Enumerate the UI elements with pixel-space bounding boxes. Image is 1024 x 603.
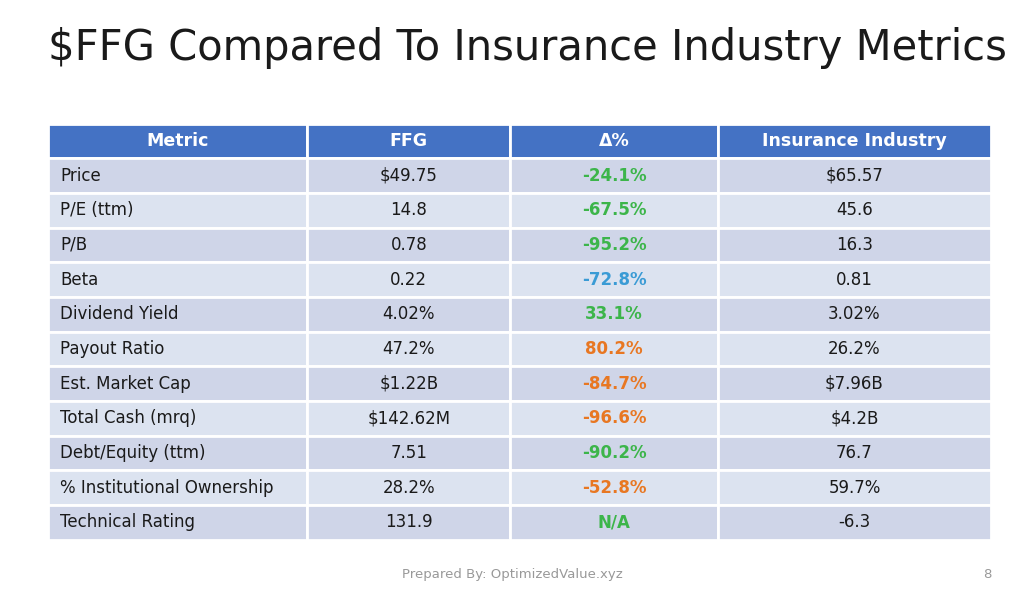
Bar bbox=[307, 401, 510, 435]
Bar bbox=[307, 470, 510, 505]
Text: 7.51: 7.51 bbox=[390, 444, 427, 462]
Text: Δ%: Δ% bbox=[599, 132, 630, 150]
Text: Prepared By: OptimizedValue.xyz: Prepared By: OptimizedValue.xyz bbox=[401, 567, 623, 581]
Text: 59.7%: 59.7% bbox=[828, 479, 881, 497]
Bar bbox=[307, 193, 510, 227]
Text: P/E (ttm): P/E (ttm) bbox=[60, 201, 134, 219]
Text: 33.1%: 33.1% bbox=[585, 305, 643, 323]
Bar bbox=[48, 401, 307, 435]
Bar bbox=[718, 366, 991, 401]
Bar bbox=[510, 366, 718, 401]
Text: -6.3: -6.3 bbox=[839, 513, 870, 531]
Bar bbox=[510, 470, 718, 505]
Bar bbox=[510, 297, 718, 332]
Bar bbox=[48, 262, 307, 297]
Text: $65.57: $65.57 bbox=[825, 166, 884, 185]
Bar bbox=[718, 332, 991, 366]
Bar bbox=[510, 193, 718, 227]
Bar bbox=[307, 124, 510, 158]
Text: 80.2%: 80.2% bbox=[585, 340, 643, 358]
Text: 8: 8 bbox=[983, 567, 991, 581]
Bar bbox=[718, 470, 991, 505]
Bar bbox=[48, 505, 307, 540]
Bar bbox=[718, 227, 991, 262]
Bar bbox=[307, 366, 510, 401]
Text: 3.02%: 3.02% bbox=[828, 305, 881, 323]
Text: Technical Rating: Technical Rating bbox=[60, 513, 196, 531]
Text: 0.78: 0.78 bbox=[390, 236, 427, 254]
Bar bbox=[307, 332, 510, 366]
Text: 14.8: 14.8 bbox=[390, 201, 427, 219]
Text: -52.8%: -52.8% bbox=[582, 479, 646, 497]
Text: Payout Ratio: Payout Ratio bbox=[60, 340, 165, 358]
Text: 4.02%: 4.02% bbox=[383, 305, 435, 323]
Bar bbox=[510, 332, 718, 366]
Bar bbox=[307, 158, 510, 193]
Text: Debt/Equity (ttm): Debt/Equity (ttm) bbox=[60, 444, 206, 462]
Bar bbox=[718, 401, 991, 435]
Text: 0.81: 0.81 bbox=[836, 271, 872, 289]
Text: Est. Market Cap: Est. Market Cap bbox=[60, 374, 191, 393]
Bar bbox=[48, 366, 307, 401]
Text: P/B: P/B bbox=[60, 236, 87, 254]
Text: 45.6: 45.6 bbox=[837, 201, 872, 219]
Text: $1.22B: $1.22B bbox=[379, 374, 438, 393]
Text: 131.9: 131.9 bbox=[385, 513, 433, 531]
Bar bbox=[48, 332, 307, 366]
Bar bbox=[48, 297, 307, 332]
Text: -24.1%: -24.1% bbox=[582, 166, 646, 185]
Text: 28.2%: 28.2% bbox=[383, 479, 435, 497]
Bar bbox=[307, 505, 510, 540]
Bar bbox=[48, 193, 307, 227]
Text: 16.3: 16.3 bbox=[836, 236, 873, 254]
Bar bbox=[307, 297, 510, 332]
Bar bbox=[718, 435, 991, 470]
Text: N/A: N/A bbox=[598, 513, 631, 531]
Bar bbox=[510, 262, 718, 297]
Bar bbox=[718, 505, 991, 540]
Bar bbox=[510, 435, 718, 470]
Bar bbox=[48, 124, 307, 158]
Text: Price: Price bbox=[60, 166, 101, 185]
Text: $7.96B: $7.96B bbox=[825, 374, 884, 393]
Text: $FFG Compared To Insurance Industry Metrics: $FFG Compared To Insurance Industry Metr… bbox=[48, 27, 1007, 69]
Bar bbox=[48, 470, 307, 505]
Bar bbox=[510, 124, 718, 158]
Text: 47.2%: 47.2% bbox=[383, 340, 435, 358]
Text: Beta: Beta bbox=[60, 271, 98, 289]
Bar bbox=[718, 262, 991, 297]
Bar bbox=[48, 435, 307, 470]
Text: $49.75: $49.75 bbox=[380, 166, 438, 185]
Bar bbox=[718, 193, 991, 227]
Bar bbox=[307, 262, 510, 297]
Text: Metric: Metric bbox=[146, 132, 209, 150]
Bar bbox=[510, 227, 718, 262]
Bar bbox=[510, 401, 718, 435]
Bar bbox=[48, 158, 307, 193]
Text: -95.2%: -95.2% bbox=[582, 236, 646, 254]
Text: -72.8%: -72.8% bbox=[582, 271, 646, 289]
Bar bbox=[718, 158, 991, 193]
Text: $4.2B: $4.2B bbox=[830, 409, 879, 428]
Bar bbox=[510, 158, 718, 193]
Text: 76.7: 76.7 bbox=[837, 444, 872, 462]
Text: Dividend Yield: Dividend Yield bbox=[60, 305, 179, 323]
Bar bbox=[718, 124, 991, 158]
Text: $142.62M: $142.62M bbox=[368, 409, 451, 428]
Bar bbox=[307, 435, 510, 470]
Text: -90.2%: -90.2% bbox=[582, 444, 646, 462]
Bar bbox=[307, 227, 510, 262]
Text: % Institutional Ownership: % Institutional Ownership bbox=[60, 479, 273, 497]
Bar bbox=[510, 505, 718, 540]
Text: -96.6%: -96.6% bbox=[582, 409, 646, 428]
Text: Total Cash (mrq): Total Cash (mrq) bbox=[60, 409, 197, 428]
Bar bbox=[48, 227, 307, 262]
Bar bbox=[718, 297, 991, 332]
Text: -67.5%: -67.5% bbox=[582, 201, 646, 219]
Text: Insurance Industry: Insurance Industry bbox=[762, 132, 947, 150]
Text: FFG: FFG bbox=[390, 132, 428, 150]
Text: 26.2%: 26.2% bbox=[828, 340, 881, 358]
Text: -84.7%: -84.7% bbox=[582, 374, 646, 393]
Text: 0.22: 0.22 bbox=[390, 271, 427, 289]
